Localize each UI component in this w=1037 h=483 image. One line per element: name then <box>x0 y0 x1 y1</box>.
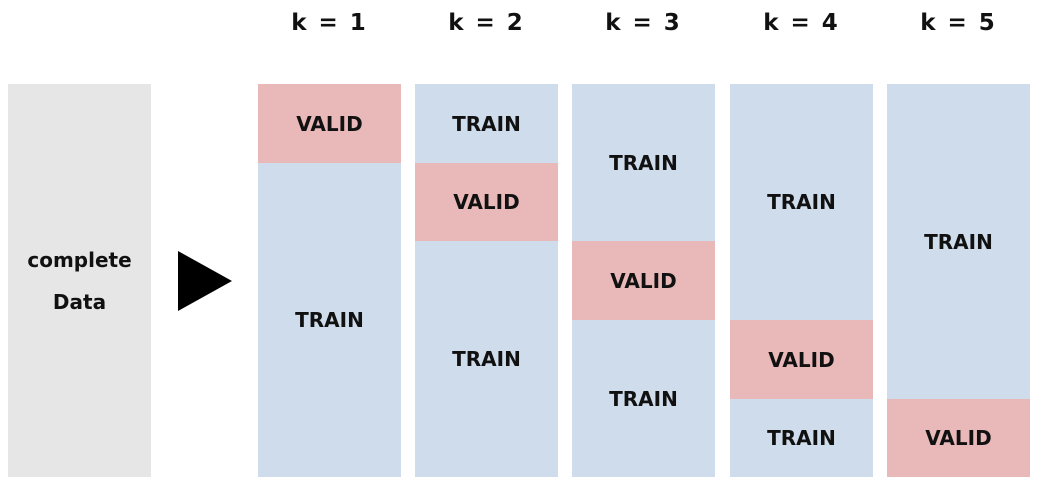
fold1-train-segment: TRAIN <box>258 163 401 477</box>
play-arrow-icon <box>178 251 232 311</box>
fold2-train-segment-bottom: TRAIN <box>415 241 558 477</box>
fold-header-k5: k = 5 <box>920 10 997 36</box>
fold5-valid-segment: VALID <box>887 399 1030 477</box>
fold-header-k4: k = 4 <box>763 10 840 36</box>
fold4-train-segment-top: TRAIN <box>730 84 873 320</box>
fold4-valid-segment: VALID <box>730 320 873 399</box>
data-label-line1: complete <box>27 247 132 272</box>
data-label-line2: Data <box>52 289 107 314</box>
fold-header-k1: k = 1 <box>291 10 368 36</box>
fold3-train-segment-top: TRAIN <box>572 84 715 241</box>
fold-header-k2: k = 2 <box>448 10 525 36</box>
fold5-train-segment: TRAIN <box>887 84 1030 399</box>
fold-header-k3: k = 3 <box>605 10 682 36</box>
fold3-train-segment-bottom: TRAIN <box>572 320 715 477</box>
fold4-train-segment-bottom: TRAIN <box>730 399 873 477</box>
fold2-train-segment-top: TRAIN <box>415 84 558 163</box>
fold3-valid-segment: VALID <box>572 241 715 320</box>
complete-data-block: complete Data <box>8 84 151 477</box>
fold2-valid-segment: VALID <box>415 163 558 241</box>
fold1-valid-segment: VALID <box>258 84 401 163</box>
